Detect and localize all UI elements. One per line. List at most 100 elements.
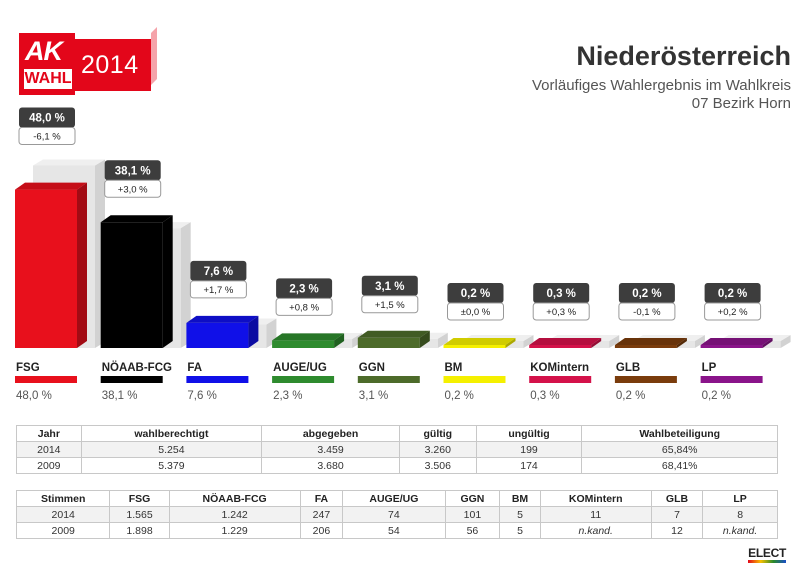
value-label-box-7 [618,283,675,303]
bar-side-6 [591,338,602,348]
table-row: 2009 1.898 1.229 206 54 56 5 n.kand. 12 n.kand. [15,522,778,539]
turnout-header-1: wahlberechtigt [80,425,263,442]
bar-top-2 [186,315,259,323]
legend-swatch-8 [700,376,763,383]
votes-header-1: FSG [109,490,170,507]
turnout-cell: 2009 [16,457,82,474]
votes-cell: 247 [299,506,344,523]
value-label-0: 48,0 % [29,112,65,124]
turnout-table-body: 2014 5.254 3.459 3.260 199 65,84% 2009 5.379 3.6… [16,441,778,474]
value-label-6: 0,3 % [546,288,575,300]
logo-wahl-text: WAHL [24,69,72,89]
bar-group-2: 7,6 % +1,7 % FA 7,6 % [186,260,277,402]
logo-ak-text: AK [25,36,63,66]
votes-header-4: AUGE/UG [342,490,446,507]
turnout-header-0: Jahr [16,425,82,442]
bar-3 [272,340,335,348]
bar-top-4 [357,330,430,338]
votes-header-0: Stimmen [15,490,111,507]
change-label-box-5 [447,302,504,321]
legend-swatch-2 [186,376,249,383]
bar-7 [614,345,677,348]
previous-bar-side-1 [180,222,191,348]
votes-header-8: GLB [650,490,704,507]
page-subtitle: Vorläufiges Wahlergebnis im Wahlkreis 07… [532,77,791,113]
votes-cell: 5 [499,506,541,523]
votes-header-5: GGN [444,490,501,507]
elect-brand-logo: ELECT [748,546,786,560]
change-label-3: +0,8 % [289,302,319,313]
bar-side-2 [248,315,259,348]
turnout-cell: 5.254 [80,441,263,458]
turnout-cell: 2014 [16,441,82,458]
bar-5 [443,345,506,348]
table-row: 2009 5.379 3.680 3.506 174 68,41% [16,457,778,474]
turnout-cell: 3.680 [261,457,400,474]
change-label-1: +3,0 % [118,184,148,195]
votes-table-header: Stimmen FSG NÖAAB-FCG FA AUGE/UG GGN BM KOMinte… [15,490,778,507]
elect-brand-stripe [748,560,786,563]
bar-side-0 [77,182,87,348]
value-label-box-5 [447,283,504,303]
change-label-4: +1,5 % [375,300,405,311]
votes-cell: 54 [342,522,446,539]
votes-header-2: NÖAAB-FCG [168,490,301,507]
change-label-box-4 [361,295,419,314]
results-bar-chart: 48,0 % -6,1 % FSG 48,0 % 38,1 % +3,0 % NÖAAB-F… [15,107,791,402]
turnout-cell: 3.506 [399,457,477,474]
subtitle-line-2: 07 Bezirk Horn [691,95,791,112]
bar-top-3 [272,333,345,341]
logo-year-block: 2014 [75,39,151,91]
bar-group-6: 0,3 % +0,3 % KOMintern 0,3 % [529,283,620,402]
turnout-cell: 65,84% [581,441,778,458]
value-label-box-1 [104,160,161,181]
votes-header-6: BM [499,490,541,507]
previous-bar-side-7 [694,335,705,348]
value-label-5: 0,2 % [461,288,490,300]
bar-side-8 [762,338,773,348]
votes-cell: 8 [702,506,778,523]
value-label-2: 7,6 % [204,266,233,278]
bar-top-6 [529,338,602,345]
table-row: 2014 5.254 3.459 3.260 199 65,84% [16,441,778,458]
legend-swatch-6 [529,376,592,383]
bar-top-0 [15,182,87,190]
votes-header-7: KOMintern [539,490,652,507]
bar-0 [15,189,77,348]
previous-bar-side-5 [523,335,534,348]
value-label-8: 0,2 % [718,288,747,300]
value-label-box-0 [19,107,75,128]
bar-group-7: 0,2 % -0,1 % GLB 0,2 % [614,283,705,402]
bar-group-3: 2,3 % +0,8 % AUGE/UG 2,3 % [272,278,363,402]
previous-bar-side-8 [780,335,791,348]
change-label-box-7 [618,302,676,321]
category-label-2: FA [187,362,202,374]
bottom-value-label-6: 0,3 % [530,390,559,402]
bar-side-1 [162,215,173,348]
change-label-box-2 [189,280,247,299]
votes-cell: 2009 [15,522,111,539]
value-label-box-3 [276,278,333,299]
bottom-value-label-7: 0,2 % [616,390,645,402]
votes-cell: 2014 [15,506,111,523]
change-label-box-3 [275,297,333,316]
votes-cell: 12 [650,522,704,539]
change-label-8: +0,2 % [718,307,748,318]
category-label-4: GGN [359,362,385,374]
change-label-6: +0,3 % [546,307,576,318]
change-label-0: -6,1 % [33,131,61,142]
votes-cell: 74 [342,506,446,523]
previous-bar-top-0 [33,159,105,166]
category-label-6: KOMintern [530,362,589,374]
table-row: 2014 1.565 1.242 247 74 101 5 11 7 8 [15,506,778,523]
turnout-header-4: ungültig [475,425,583,442]
turnout-table: Jahr wahlberechtigt abgegeben gültig ungülti… [16,425,778,474]
page-title: Niederösterreich [576,41,791,71]
bottom-value-label-8: 0,2 % [702,390,731,402]
votes-cell: 1.898 [109,522,170,539]
ak-wahl-2014-logo: AK WAHL 2014 [19,33,157,95]
turnout-cell: 199 [475,441,583,458]
change-label-box-0 [18,126,76,145]
votes-table: Stimmen FSG NÖAAB-FCG FA AUGE/UG GGN BM KOMinte… [15,490,778,539]
votes-cell: n.kand. [539,522,652,539]
